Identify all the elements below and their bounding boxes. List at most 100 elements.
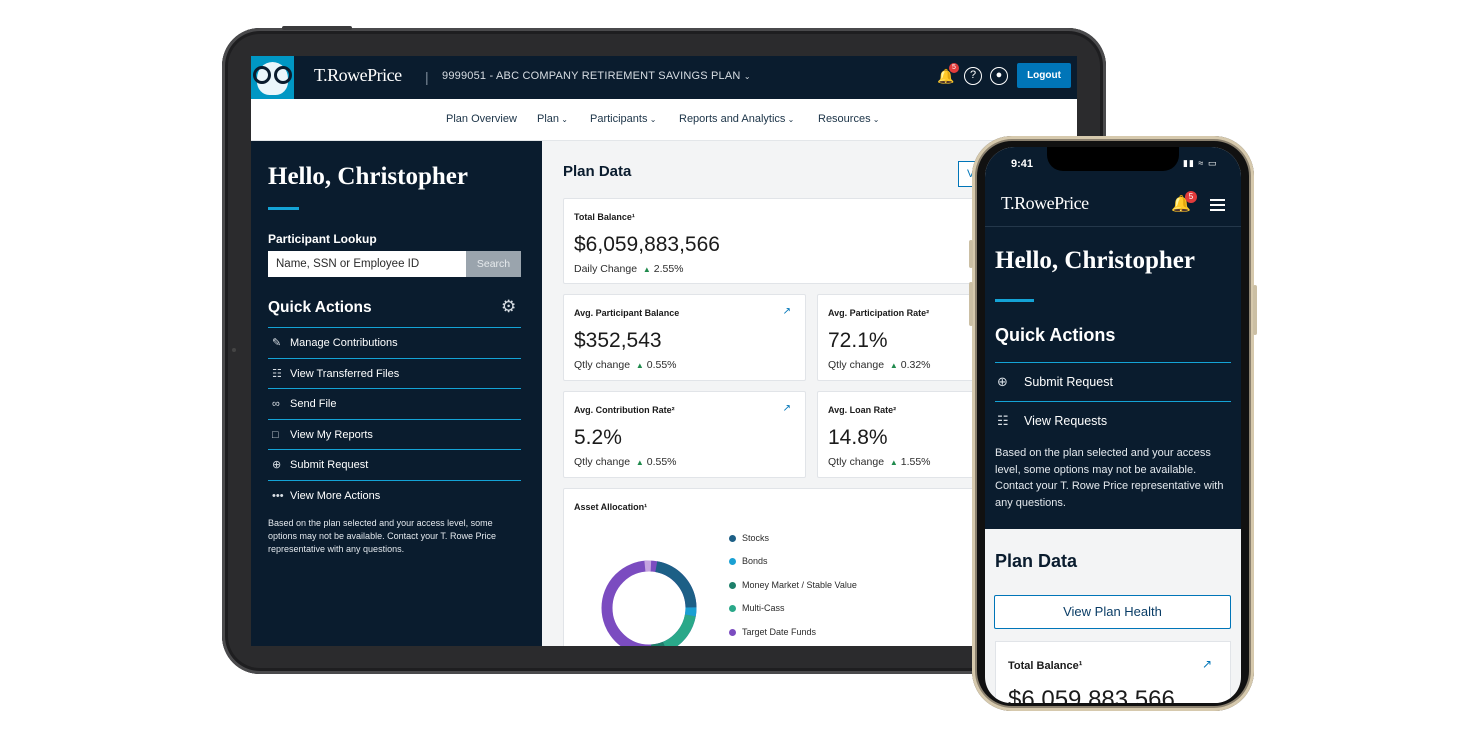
- brand-logo[interactable]: T.RowePrice: [314, 65, 402, 85]
- card-value: $6,059,883,566: [574, 233, 720, 256]
- signal-wifi-battery-icon: ▮▮ ≈ ▭: [1183, 158, 1218, 168]
- legend-label: Target Date Funds: [742, 627, 817, 637]
- change-label: Qtly change: [828, 456, 885, 468]
- quick-action-label: Send File: [290, 398, 337, 410]
- search-button[interactable]: Search: [466, 251, 521, 277]
- legend-label: Money Market / Stable Value: [742, 580, 857, 590]
- view-plan-health-button[interactable]: View Plan Health: [994, 595, 1231, 629]
- nav-label: Plan Overview: [446, 113, 517, 125]
- mobile-hero: Hello, Christopher Quick Actions ⊕ Submit…: [985, 227, 1241, 529]
- sidebar: Hello, Christopher Participant Lookup Na…: [251, 141, 542, 646]
- card-change: Qtly change ▲ 1.55%: [828, 456, 931, 468]
- main-nav: Plan Overview Plan ⌄ Participants ⌄ Repo…: [251, 99, 1077, 141]
- card-value: 5.2%: [574, 426, 622, 449]
- top-header: T.RowePrice | 9999051 - ABC COMPANY RETI…: [251, 56, 1077, 99]
- metric-card: Avg. Loan Rate² 14.8% Qtly change ▲ 1.55…: [817, 391, 987, 478]
- ram-logo[interactable]: [251, 56, 294, 99]
- quick-action-label: Submit Request: [290, 459, 369, 471]
- nav-plan-overview[interactable]: Plan Overview: [446, 113, 517, 125]
- card-change: Qtly change ▲ 0.32%: [828, 359, 931, 371]
- external-link-icon[interactable]: ↗: [782, 306, 791, 317]
- quick-action-label: View My Reports: [290, 428, 373, 441]
- notification-badge: 5: [1184, 191, 1197, 203]
- change-value: 0.55%: [646, 456, 677, 468]
- quick-action-submit-request[interactable]: ⊕ Submit Request: [268, 449, 521, 480]
- legend-item-target-date: Target Date Funds: [729, 627, 816, 637]
- up-arrow-icon: ▲: [642, 265, 651, 274]
- logout-button[interactable]: Logout: [1017, 63, 1071, 88]
- change-value: 2.55%: [653, 263, 684, 275]
- legend-item-bonds: Bonds: [729, 556, 768, 566]
- card-label: Total Balance¹: [1008, 660, 1083, 672]
- card-change: Qtly change ▲ 0.55%: [574, 456, 677, 468]
- help-icon[interactable]: ?: [964, 67, 982, 85]
- phone-screen: 9:41 ▮▮ ≈ ▭ T.RowePrice 🔔 5 Hello, Chris…: [985, 147, 1241, 703]
- change-label: Daily Change: [574, 263, 638, 275]
- user-profile-icon[interactable]: ●: [990, 67, 1008, 85]
- change-label: Qtly change: [574, 359, 631, 371]
- quick-action-view-requests[interactable]: ☷ View Requests: [995, 401, 1231, 440]
- chevron-down-icon: ⌄: [647, 115, 657, 124]
- card-label: Avg. Participation Rate²: [828, 308, 930, 318]
- legend-dot: [729, 629, 736, 637]
- plan-selector-label: 9999051 - ABC COMPANY RETIREMENT SAVINGS…: [442, 70, 741, 82]
- card-value: 72.1%: [828, 329, 888, 352]
- notifications-button[interactable]: 🔔 5: [1171, 191, 1197, 214]
- external-link-icon[interactable]: ↗: [782, 403, 791, 414]
- accent-underline: [268, 207, 299, 210]
- quick-action-view-more[interactable]: ••• View More Actions: [268, 479, 521, 511]
- gear-icon[interactable]: ⚙: [501, 297, 517, 316]
- nav-participants[interactable]: Participants ⌄: [590, 113, 656, 125]
- card-label: Avg. Contribution Rate²: [574, 405, 675, 415]
- card-label: Avg. Participant Balance: [574, 308, 680, 318]
- card-change: Qtly change ▲ 0.55%: [574, 359, 677, 371]
- pencil-icon: ✎: [272, 337, 282, 349]
- quick-action-label: Submit Request: [1024, 375, 1113, 389]
- quick-action-manage-contributions[interactable]: ✎ Manage Contributions: [268, 327, 521, 358]
- external-link-icon[interactable]: ↗: [1201, 657, 1212, 671]
- chevron-down-icon: ⌄: [559, 115, 568, 124]
- notifications-button[interactable]: 🔔 5: [937, 63, 959, 85]
- access-note: Based on the plan selected and your acce…: [995, 447, 1224, 509]
- nav-reports-analytics[interactable]: Reports and Analytics ⌄: [679, 113, 794, 125]
- chevron-down-icon: ⌄: [870, 115, 880, 124]
- greeting: Hello, Christopher: [268, 163, 468, 190]
- change-label: Qtly change: [828, 359, 885, 371]
- main-content: Plan Data V Total Balance¹ $6,059,883,56…: [542, 141, 1077, 646]
- plan-data-title: Plan Data: [563, 163, 632, 180]
- phone-notch: [1047, 147, 1179, 171]
- up-arrow-icon: ▲: [889, 458, 898, 467]
- quick-action-view-my-reports[interactable]: □ View My Reports: [268, 418, 521, 450]
- nav-label: Plan: [537, 113, 560, 125]
- change-label: Qtly change: [574, 456, 631, 468]
- phone-side-button: [969, 240, 973, 268]
- notification-badge: 5: [949, 63, 959, 73]
- card-label: Total Balance¹: [574, 212, 635, 222]
- legend-dot: [729, 558, 736, 566]
- status-time: 9:41: [1011, 158, 1034, 170]
- donut-segment-bonds: [601, 560, 697, 646]
- nav-resources[interactable]: Resources ⌄: [818, 113, 880, 125]
- quick-action-view-transferred-files[interactable]: ☷ View Transferred Files: [268, 357, 521, 389]
- paperclip-icon: ∞: [272, 398, 280, 410]
- participant-lookup-input[interactable]: Name, SSN or Employee ID: [268, 251, 466, 277]
- quick-actions-list: ⊕ Submit Request ☷ View Requests: [995, 362, 1231, 440]
- quick-action-label: View More Actions: [290, 489, 381, 502]
- legend-label: Stocks: [742, 533, 770, 543]
- accent-underline: [995, 299, 1034, 302]
- metric-card: Avg. Contribution Rate² ↗ 5.2% Qtly chan…: [563, 391, 806, 478]
- ram-icon: [253, 62, 292, 95]
- plan-selector[interactable]: 9999051 - ABC COMPANY RETIREMENT SAVINGS…: [442, 70, 751, 82]
- quick-action-submit-request[interactable]: ⊕ Submit Request: [995, 362, 1231, 401]
- hamburger-menu-icon[interactable]: [1210, 199, 1225, 211]
- quick-actions-list: ✎ Manage Contributions ☷ View Transferred …: [268, 327, 521, 510]
- quick-action-label: View Requests: [1024, 414, 1108, 428]
- phone-side-button: [969, 282, 973, 326]
- nav-plan[interactable]: Plan ⌄: [537, 113, 568, 125]
- total-balance-card: Total Balance¹ $6,059,883,566 Daily Chan…: [563, 198, 983, 284]
- quick-action-send-file[interactable]: ∞ Send File: [268, 388, 521, 419]
- tablet-top-button: [282, 26, 352, 30]
- card-value: $6,059,883,566: [1008, 686, 1175, 703]
- brand-logo[interactable]: T.RowePrice: [1001, 193, 1089, 213]
- plus-circle-icon: ⊕: [997, 374, 1008, 389]
